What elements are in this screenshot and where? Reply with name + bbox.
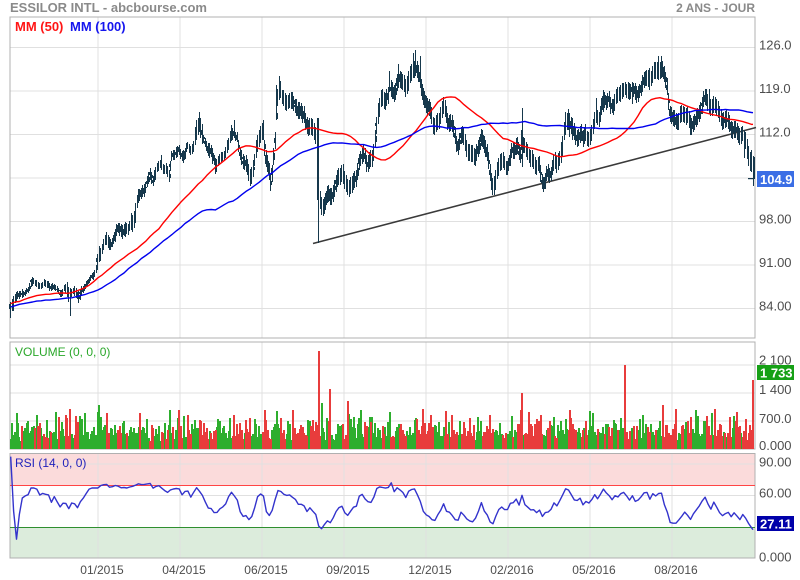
svg-text:119.0: 119.0 [759,81,791,96]
svg-text:1 733: 1 733 [760,366,793,381]
svg-text:12/2015: 12/2015 [408,563,452,577]
svg-text:VOLUME (0, 0, 0): VOLUME (0, 0, 0) [15,345,110,359]
svg-text:700.0: 700.0 [759,411,792,426]
svg-text:06/2015: 06/2015 [244,563,288,577]
svg-text:RSI (14, 0, 0): RSI (14, 0, 0) [15,456,86,470]
svg-text:27.11: 27.11 [760,517,792,532]
svg-text:01/2015: 01/2015 [80,563,124,577]
svg-text:112.0: 112.0 [759,125,791,140]
svg-text:90.00: 90.00 [759,455,792,470]
svg-text:MM (50): MM (50) [15,19,63,34]
svg-text:MM (100): MM (100) [70,19,126,34]
svg-text:1 400: 1 400 [759,382,792,397]
svg-text:104.9: 104.9 [760,172,793,187]
svg-text:91.00: 91.00 [759,255,792,270]
svg-text:ESSILOR INTL - abcbourse.com: ESSILOR INTL - abcbourse.com [10,0,207,15]
svg-text:08/2016: 08/2016 [654,563,698,577]
svg-text:04/2015: 04/2015 [162,563,206,577]
svg-text:98.00: 98.00 [759,212,792,227]
svg-text:02/2016: 02/2016 [490,563,534,577]
svg-text:05/2016: 05/2016 [572,563,616,577]
svg-text:0.000: 0.000 [759,550,792,565]
svg-text:09/2015: 09/2015 [326,563,370,577]
svg-text:60.00: 60.00 [759,486,792,501]
svg-text:126.0: 126.0 [759,38,792,53]
svg-text:2 100: 2 100 [759,353,792,368]
svg-text:84.00: 84.00 [759,299,792,314]
svg-text:2 ANS - JOUR: 2 ANS - JOUR [676,1,755,15]
svg-text:0.000: 0.000 [759,438,792,453]
